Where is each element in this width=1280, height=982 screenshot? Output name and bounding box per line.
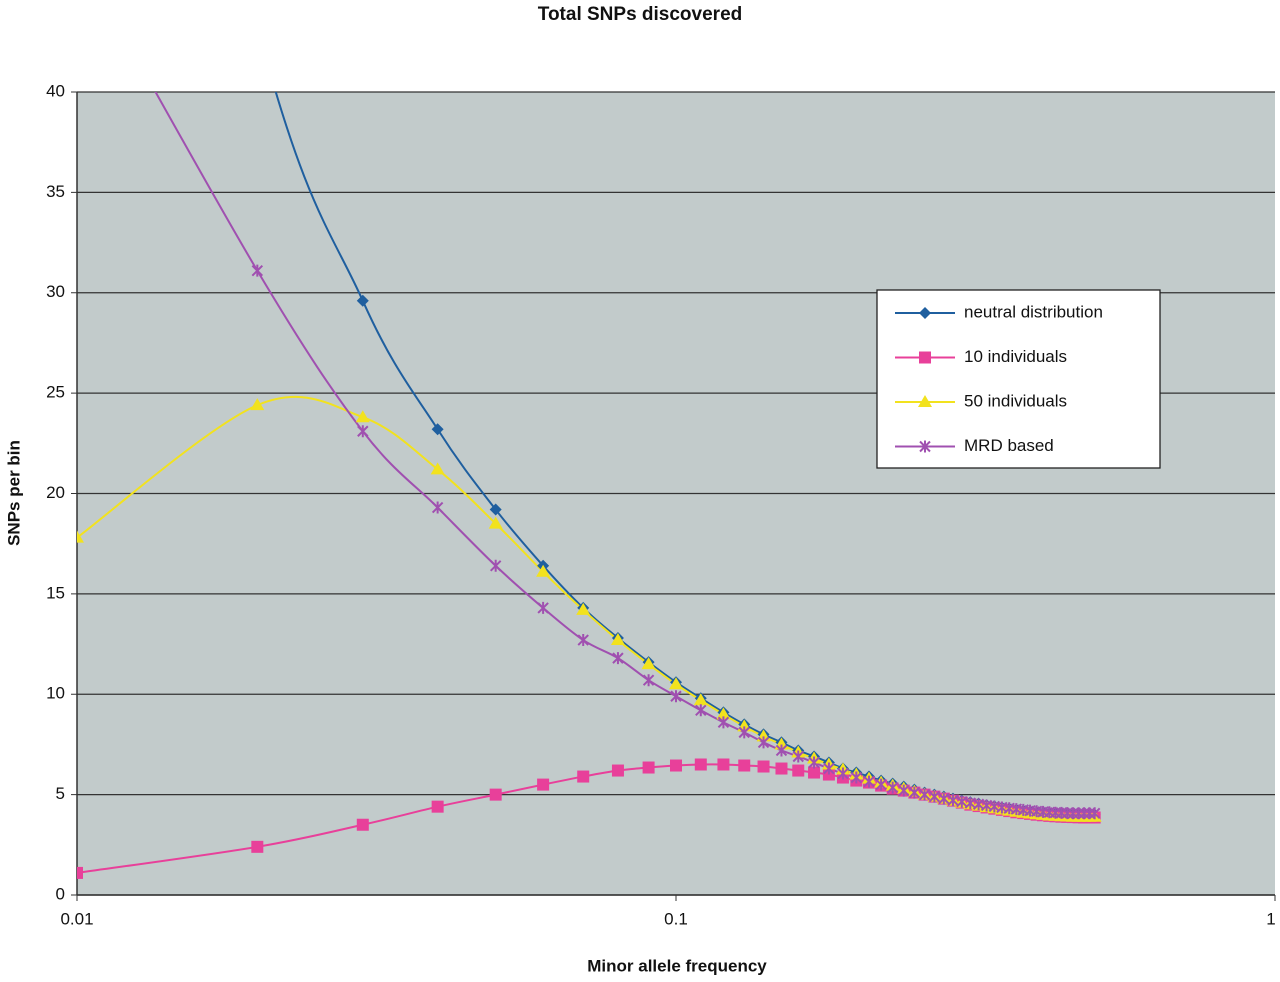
legend-marker: [919, 307, 931, 319]
marker: [642, 674, 655, 687]
marker: [875, 778, 887, 791]
marker: [431, 423, 444, 436]
legend-label: 10 individuals: [964, 347, 1067, 366]
marker: [717, 716, 730, 729]
marker: [430, 462, 445, 475]
marker: [792, 764, 805, 777]
marker: [77, 530, 84, 543]
marker: [251, 20, 263, 32]
marker: [488, 516, 503, 529]
chart-title: Total SNPs discovered: [538, 4, 743, 25]
plot-series: [77, 20, 1102, 879]
marker: [669, 677, 683, 690]
marker: [610, 633, 625, 646]
marker: [537, 778, 550, 791]
legend-marker: [919, 440, 931, 453]
marker: [693, 693, 708, 706]
marker: [577, 634, 589, 647]
marker: [938, 792, 950, 805]
marker: [918, 788, 931, 801]
marker: [886, 781, 899, 794]
y-tick-label: 35: [46, 182, 65, 201]
y-axis-label: SNPs per bin: [4, 440, 23, 546]
marker: [808, 756, 820, 769]
marker: [1088, 807, 1101, 820]
marker: [356, 818, 369, 831]
y-tick-label: 40: [46, 81, 65, 100]
marker: [928, 790, 941, 803]
legend-marker: [918, 395, 932, 407]
marker: [738, 759, 751, 772]
y-tick-label: 15: [46, 583, 65, 602]
marker: [837, 767, 849, 780]
marker: [775, 744, 788, 757]
x-tick-label: 0.1: [664, 909, 688, 928]
marker: [717, 758, 730, 771]
legend-label: neutral distribution: [964, 302, 1103, 321]
marker: [612, 652, 624, 665]
marker: [357, 425, 369, 438]
marker: [757, 760, 770, 773]
marker: [898, 784, 910, 797]
marker: [738, 726, 750, 739]
marker: [695, 704, 707, 717]
marker: [808, 766, 821, 779]
marker: [489, 503, 502, 516]
marker: [251, 840, 264, 853]
marker: [757, 736, 770, 749]
marker: [537, 601, 549, 614]
marker: [694, 758, 707, 771]
legend-marker: [919, 351, 931, 364]
y-tick-label: 0: [56, 884, 65, 903]
marker: [670, 690, 682, 703]
y-tick-label: 25: [46, 383, 65, 402]
marker: [489, 559, 502, 572]
marker: [823, 762, 835, 775]
y-tick-label: 10: [46, 684, 65, 703]
marker: [908, 786, 921, 799]
y-tick-label: 20: [46, 483, 65, 502]
legend: [876, 289, 1161, 469]
marker: [356, 294, 369, 307]
marker: [536, 564, 551, 577]
marker: [355, 410, 370, 423]
marker: [850, 771, 863, 784]
marker: [250, 398, 265, 411]
marker: [251, 264, 264, 277]
marker: [431, 800, 444, 813]
marker: [641, 657, 656, 670]
x-axis-label: Minor allele frequency: [587, 956, 767, 975]
marker: [611, 764, 624, 777]
marker: [863, 775, 875, 788]
marker: [77, 866, 83, 879]
marker: [431, 501, 444, 514]
x-tick-label: 1: [1266, 909, 1275, 928]
x-tick-label: 0.01: [60, 909, 93, 928]
legend-label: MRD based: [964, 436, 1054, 455]
marker: [670, 759, 682, 772]
y-tick-label: 5: [56, 784, 65, 803]
marker: [792, 750, 804, 763]
marker: [775, 762, 788, 775]
legend-label: 50 individuals: [964, 391, 1067, 410]
y-tick-label: 30: [46, 282, 65, 301]
marker: [489, 788, 502, 801]
marker: [577, 770, 590, 783]
marker: [576, 602, 591, 615]
marker: [642, 761, 655, 774]
marker: [947, 794, 959, 807]
marker: [716, 707, 731, 720]
